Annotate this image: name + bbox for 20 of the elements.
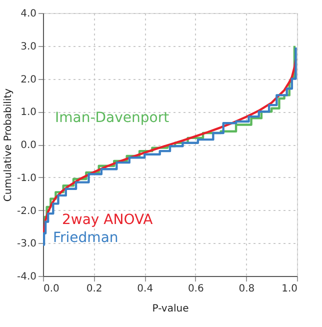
series-label: Iman-Davenport: [55, 110, 170, 126]
x-axis-title: P-value: [152, 304, 189, 314]
y-tick-label: 3.0: [20, 41, 36, 52]
y-axis-title: Cumulative Probability: [2, 88, 14, 202]
x-tick-label: 1.0: [282, 284, 298, 294]
x-tick-label: 0.0: [44, 284, 60, 294]
y-tick-label: 4.0: [20, 8, 36, 20]
y-tick-label: -4.0: [16, 272, 36, 282]
series-label: Friedman: [53, 230, 118, 246]
y-tick-label: -3.0: [16, 238, 36, 250]
x-tick-label: 0.4: [137, 284, 154, 294]
y-tick-label: -2.0: [16, 206, 36, 217]
y-tick-label: 2.0: [20, 74, 36, 86]
y-tick-label: -1.0: [16, 172, 36, 184]
x-tick-label: 0.6: [188, 284, 204, 294]
series-label: 2way ANOVA: [62, 212, 154, 228]
x-tick-label: 0.2: [86, 284, 102, 294]
x-tick-label: 0.8: [238, 284, 255, 294]
y-tick-label: 1.0: [20, 107, 36, 118]
y-tick-label: 0.0: [20, 140, 36, 151]
